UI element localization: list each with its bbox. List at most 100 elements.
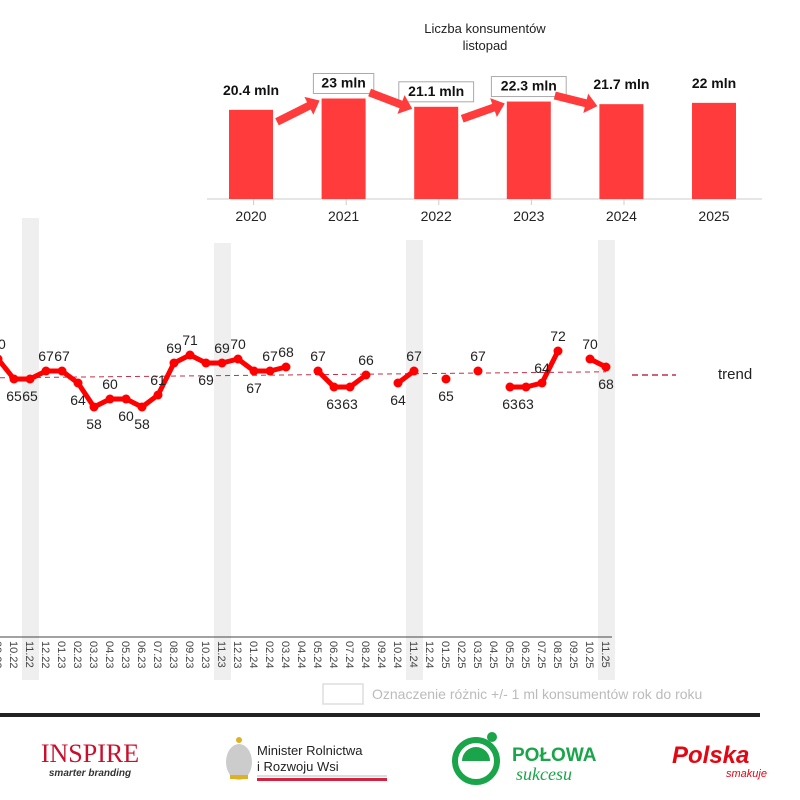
highlight-legend-label: Oznaczenie różnic +/- 1 ml konsumentów r… xyxy=(372,686,702,702)
ministry-logo: Minister Rolnictwa i Rozwoju Wsi xyxy=(226,737,387,781)
trend-legend-label: trend xyxy=(718,366,752,383)
data-point xyxy=(265,366,275,376)
bar-2023 xyxy=(506,101,551,199)
data-point-label: 65 xyxy=(438,388,454,404)
data-point-label: 67 xyxy=(54,348,70,364)
data-point xyxy=(441,374,451,384)
bar-x-tick-label: 2021 xyxy=(328,208,359,224)
data-point-label: 67 xyxy=(470,348,486,364)
data-point xyxy=(233,354,243,364)
data-point xyxy=(25,374,35,384)
data-point xyxy=(345,382,355,392)
line-x-tick-label: 03.23 xyxy=(87,641,99,669)
line-x-tick-label: 02.24 xyxy=(263,641,275,669)
svg-text:Polska: Polska xyxy=(672,742,749,769)
data-point xyxy=(585,354,595,364)
arrow-shape xyxy=(460,98,505,123)
highlight-legend-swatch xyxy=(322,683,364,705)
data-point-label: 58 xyxy=(86,416,102,432)
line-x-tick-label: 07.24 xyxy=(343,641,355,669)
data-point-label: 63 xyxy=(326,396,342,412)
bar-data-label-box xyxy=(398,81,475,103)
data-point xyxy=(169,358,179,368)
bar-chart-title: Liczba konsumentów xyxy=(424,21,546,36)
trend-line xyxy=(0,371,607,379)
line-chart: 09.22 70 10.22 65 11.22 65 12.22 67 01.23 67 02.23… xyxy=(0,218,615,680)
highlight-band-11.24 xyxy=(406,240,423,680)
data-point-label: 63 xyxy=(518,396,534,412)
data-point xyxy=(313,366,323,376)
data-point-label: 61 xyxy=(150,372,166,388)
arrow-shape xyxy=(553,91,598,113)
bar-2024 xyxy=(599,104,644,199)
data-point xyxy=(217,358,227,368)
trend-arrow-icon xyxy=(368,88,413,114)
eagle-emblem-icon xyxy=(226,737,252,780)
bar-data-label: 21.1 mln xyxy=(408,83,464,99)
bar-data-label-box xyxy=(312,72,375,94)
line-x-tick-label: 01.24 xyxy=(247,641,259,669)
svg-text:INSPIRE: INSPIRE xyxy=(41,739,139,768)
line-x-tick-label: 04.24 xyxy=(295,641,307,669)
data-point-label: 69 xyxy=(166,340,182,356)
bar-data-label: 22 mln xyxy=(692,75,736,91)
line-x-tick-label: 10.25 xyxy=(583,641,595,669)
line-x-tick-label: 02.25 xyxy=(455,641,467,669)
highlight-band-11.25 xyxy=(598,240,615,680)
line-x-tick-label: 11.23 xyxy=(215,641,227,668)
svg-text:POŁOWA: POŁOWA xyxy=(512,745,597,766)
data-point-label: 67 xyxy=(38,348,54,364)
polowa-circle-icon xyxy=(452,737,500,785)
bar-x-tick-label: 2022 xyxy=(421,208,452,224)
line-x-tick-label: 06.25 xyxy=(519,641,531,669)
data-point xyxy=(249,366,259,376)
line-x-tick-label: 11.24 xyxy=(407,641,419,668)
line-x-tick-label: 05.23 xyxy=(119,641,131,669)
bar-chart: Liczba konsumentów listopad 2020 20.4 mln… xyxy=(207,21,762,224)
data-point xyxy=(505,382,515,392)
data-point xyxy=(73,378,83,388)
data-point xyxy=(9,374,19,384)
arrow-shape xyxy=(275,96,320,126)
bar-data-label: 23 mln xyxy=(321,74,365,90)
data-point-label: 58 xyxy=(134,416,150,432)
data-point xyxy=(0,354,3,364)
highlight-band-11.22 xyxy=(22,218,39,680)
line-x-tick-label: 11.22 xyxy=(23,641,35,668)
svg-text:smarter branding: smarter branding xyxy=(49,768,131,779)
data-line-segment xyxy=(315,368,369,390)
data-point-label: 70 xyxy=(0,336,6,352)
line-x-tick-label: 10.24 xyxy=(391,641,403,669)
trend-arrow-icon xyxy=(553,91,598,113)
polowa-sukcesu-logo: POŁOWA sukcesu xyxy=(452,732,597,785)
line-x-tick-label: 04.23 xyxy=(103,641,115,669)
data-point xyxy=(185,350,195,360)
line-x-tick-label: 10.23 xyxy=(199,641,211,669)
legend: trend Oznaczenie różnic +/- 1 ml konsume… xyxy=(322,366,752,705)
bar-x-tick-label: 2024 xyxy=(606,208,637,224)
bar-2020 xyxy=(229,109,273,199)
data-point xyxy=(153,390,163,400)
arrow-shape xyxy=(368,88,413,114)
svg-text:smakuje: smakuje xyxy=(726,768,767,780)
data-point-label: 71 xyxy=(182,332,198,348)
data-point xyxy=(201,358,211,368)
footer-divider xyxy=(0,713,760,717)
data-point xyxy=(57,366,67,376)
line-x-tick-label: 07.23 xyxy=(151,641,163,669)
line-x-tick-label: 09.24 xyxy=(375,641,387,669)
polska-smakuje-logo: Polska smakuje xyxy=(672,742,767,780)
bar-2022 xyxy=(414,106,459,199)
bar-chart-subtitle: listopad xyxy=(463,38,508,53)
data-point-label: 69 xyxy=(214,340,230,356)
line-x-tick-label: 08.25 xyxy=(551,641,563,669)
data-point-label: 67 xyxy=(406,348,422,364)
data-point-label: 63 xyxy=(502,396,518,412)
data-line-segment xyxy=(507,348,561,390)
data-point-label: 63 xyxy=(342,396,358,412)
bar-2021 xyxy=(321,98,366,199)
line-x-tick-label: 07.25 xyxy=(535,641,547,669)
bar-data-label: 21.7 mln xyxy=(593,76,649,92)
data-point-label: 64 xyxy=(70,392,86,408)
line-x-tick-label: 09.23 xyxy=(183,641,195,669)
